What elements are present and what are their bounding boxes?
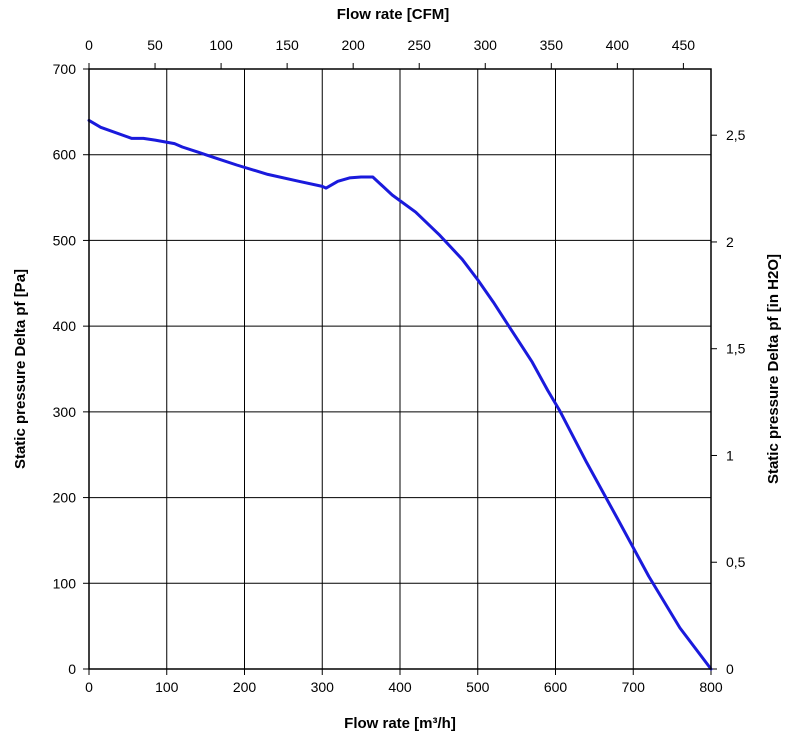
y2-tick-label: 0 [726,661,734,677]
plot-frame [88,68,712,670]
y-tick-label: 700 [53,61,77,77]
curve-layer [87,118,713,671]
y2-tick-label: 2,5 [726,127,746,143]
x2-tick-label: 100 [209,37,233,53]
x2-axis-title: Flow rate [CFM] [337,6,450,23]
x2-tick-label: 350 [540,37,564,53]
y-tick-label: 500 [53,232,77,248]
y-axis-title: Static pressure Delta pf [Pa] [12,269,29,469]
y2-tick-label: 0,5 [726,554,746,570]
x-tick-label: 600 [544,679,568,695]
x2-tick-label: 0 [85,37,93,53]
x-tick-label: 800 [699,679,723,695]
x2-tick-label: 450 [672,37,696,53]
x2-tick-label: 250 [408,37,432,53]
y-tick-label: 400 [53,318,77,334]
y2-tick-label: 1,5 [726,341,746,357]
x2-tick-label: 400 [606,37,630,53]
x-tick-label: 200 [233,679,257,695]
x2-tick-label: 150 [275,37,299,53]
x-axis-title: Flow rate [m³/h] [344,715,456,732]
x2-tick-label: 200 [341,37,365,53]
x-tick-label: 700 [622,679,646,695]
y-tick-label: 200 [53,490,77,506]
y-tick-label: 0 [68,661,76,677]
labels: 0 100 200 300 400 500 600 700 800010020030040050… [53,37,746,695]
x2-tick-label: 300 [474,37,498,53]
grid [83,63,717,675]
x-tick-label: 0 [85,679,93,695]
x2-tick-label: 50 [147,37,163,53]
y2-tick-label: 1 [726,447,734,463]
y-tick-label: 600 [53,147,77,163]
y-tick-label: 300 [53,404,77,420]
x-tick-label: 300 [311,679,335,695]
y-tick-label: 100 [53,575,77,591]
x-tick-label: 500 [466,679,490,695]
y2-tick-label: 2 [726,234,734,250]
x-tick-label: 400 [388,679,412,695]
x-tick-label: 100 [155,679,179,695]
y2-axis-title: Static pressure Delta pf [in H2O] [765,254,782,484]
series-line [87,118,713,671]
